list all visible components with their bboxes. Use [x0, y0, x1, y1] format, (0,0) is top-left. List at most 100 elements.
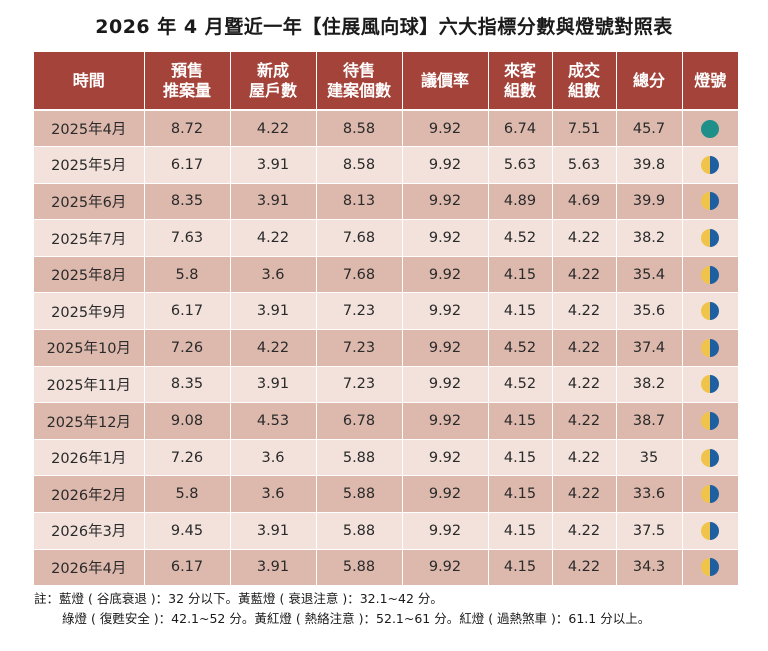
cell-pending: 8.58: [316, 146, 403, 184]
cell-visitors: 4.15: [488, 549, 553, 587]
cell-bargain: 9.92: [402, 329, 489, 367]
table-row: 2025年7月 7.63 4.22 7.68 9.92 4.52 4.22 38.2: [34, 219, 738, 257]
cell-light: [682, 146, 738, 184]
cell-time: 2025年9月: [34, 292, 145, 331]
table-row: 2026年4月 6.17 3.91 5.88 9.92 4.15 4.22 34.3: [34, 549, 738, 587]
cell-visitors: 4.15: [488, 475, 553, 514]
cell-presale: 8.35: [144, 366, 231, 404]
cell-presale: 6.17: [144, 146, 231, 184]
cell-visitors: 4.15: [488, 512, 553, 550]
cell-newhouse: 4.22: [230, 110, 317, 148]
header-newhouse: 新成 屋戶數: [230, 52, 317, 111]
cell-pending: 7.23: [316, 366, 403, 404]
table-row: 2025年5月 6.17 3.91 8.58 9.92 5.63 5.63 39.8: [34, 146, 738, 184]
cell-deals: 7.51: [552, 110, 617, 148]
cell-time: 2025年7月: [34, 219, 145, 257]
cell-bargain: 9.92: [402, 512, 489, 550]
cell-visitors: 4.89: [488, 183, 553, 221]
cell-newhouse: 4.22: [230, 329, 317, 367]
cell-visitors: 4.15: [488, 292, 553, 331]
green-light-icon: [701, 119, 720, 138]
header-visitors-line-2: 組數: [503, 80, 536, 100]
cell-presale: 7.63: [144, 219, 231, 257]
header-pending-line-2: 建案個數: [326, 80, 391, 100]
legend-notes: 註：藍燈 ( 谷底衰退 )：32 分以下。黃藍燈 ( 衰退注意 )：32.1~4…: [34, 589, 754, 629]
cell-pending: 5.88: [316, 475, 403, 514]
header-newhouse-line-2: 屋戶數: [248, 80, 297, 100]
cell-deals: 4.22: [552, 366, 617, 404]
cell-light: [682, 256, 738, 294]
table-body: 2025年4月 8.72 4.22 8.58 9.92 6.74 7.51 45.7 2025年…: [34, 110, 738, 587]
header-visitors: 來客 組數: [488, 52, 553, 111]
cell-bargain: 9.92: [402, 549, 489, 587]
cell-presale: 9.08: [144, 402, 231, 440]
cell-pending: 5.88: [316, 439, 403, 477]
cell-presale: 6.17: [144, 292, 231, 331]
cell-deals: 4.22: [552, 512, 617, 550]
header-deals: 成交 組數: [552, 52, 617, 111]
page-title: 2026 年 4 月暨近一年【住展風向球】六大指標分數與燈號對照表: [95, 16, 673, 38]
cell-visitors: 4.52: [488, 366, 553, 404]
cell-light: [682, 475, 738, 514]
cell-deals: 4.22: [552, 402, 617, 440]
header-presale: 預售 推案量: [144, 52, 231, 111]
cell-total: 34.3: [616, 549, 683, 587]
cell-light: [682, 292, 738, 331]
header-pending-line-1: 待售: [342, 60, 375, 80]
yellow-blue-light-icon: [701, 448, 720, 467]
cell-bargain: 9.92: [402, 183, 489, 221]
cell-deals: 4.22: [552, 475, 617, 514]
cell-pending: 7.68: [316, 219, 403, 257]
cell-presale: 5.8: [144, 256, 231, 294]
cell-deals: 4.22: [552, 439, 617, 477]
yellow-blue-light-icon: [701, 192, 720, 211]
cell-deals: 4.22: [552, 256, 617, 294]
cell-newhouse: 3.91: [230, 512, 317, 550]
cell-newhouse: 3.6: [230, 256, 317, 294]
header-light-line-1: 燈號: [694, 70, 727, 90]
header-visitors-line-1: 來客: [503, 60, 536, 80]
yellow-blue-light-icon: [701, 155, 720, 174]
cell-time: 2025年10月: [34, 329, 145, 367]
cell-deals: 5.63: [552, 146, 617, 184]
header-presale-line-2: 推案量: [162, 80, 211, 100]
header-time-line-1: 時間: [72, 70, 105, 90]
cell-presale: 5.8: [144, 475, 231, 514]
cell-total: 33.6: [616, 475, 683, 514]
cell-presale: 8.35: [144, 183, 231, 221]
cell-light: [682, 549, 738, 587]
cell-pending: 7.23: [316, 292, 403, 331]
table-row: 2026年1月 7.26 3.6 5.88 9.92 4.15 4.22 35: [34, 439, 738, 477]
cell-total: 45.7: [616, 110, 683, 148]
cell-light: [682, 402, 738, 440]
cell-visitors: 4.52: [488, 329, 553, 367]
cell-visitors: 5.63: [488, 146, 553, 184]
cell-bargain: 9.92: [402, 219, 489, 257]
yellow-blue-light-icon: [701, 302, 720, 321]
cell-total: 38.7: [616, 402, 683, 440]
cell-bargain: 9.92: [402, 475, 489, 514]
cell-bargain: 9.92: [402, 402, 489, 440]
table-row: 2025年9月 6.17 3.91 7.23 9.92 4.15 4.22 35.6: [34, 292, 738, 331]
cell-time: 2025年11月: [34, 366, 145, 404]
cell-light: [682, 512, 738, 550]
cell-visitors: 4.15: [488, 439, 553, 477]
header-bargain: 議價率: [402, 52, 489, 111]
cell-deals: 4.69: [552, 183, 617, 221]
cell-newhouse: 3.91: [230, 292, 317, 331]
cell-time: 2025年4月: [34, 110, 145, 148]
cell-deals: 4.22: [552, 329, 617, 367]
notes-line-2: 綠燈 ( 復甦安全 )：42.1~52 分。黃紅燈 ( 熱絡注意 )：52.1~…: [62, 611, 651, 626]
cell-newhouse: 3.91: [230, 146, 317, 184]
cell-newhouse: 3.91: [230, 183, 317, 221]
cell-presale: 7.26: [144, 329, 231, 367]
table-header-row: 時間 預售 推案量 新成 屋戶數 待售 建案個數 議價率 來客 組數 成交 組數 總分 燈號: [34, 52, 738, 111]
cell-bargain: 9.92: [402, 439, 489, 477]
cell-visitors: 4.15: [488, 256, 553, 294]
table-row: 2025年12月 9.08 4.53 6.78 9.92 4.15 4.22 38.7: [34, 402, 738, 440]
cell-deals: 4.22: [552, 219, 617, 257]
cell-visitors: 6.74: [488, 110, 553, 148]
cell-light: [682, 366, 738, 404]
cell-total: 38.2: [616, 219, 683, 257]
table-row: 2025年4月 8.72 4.22 8.58 9.92 6.74 7.51 45.7: [34, 110, 738, 148]
